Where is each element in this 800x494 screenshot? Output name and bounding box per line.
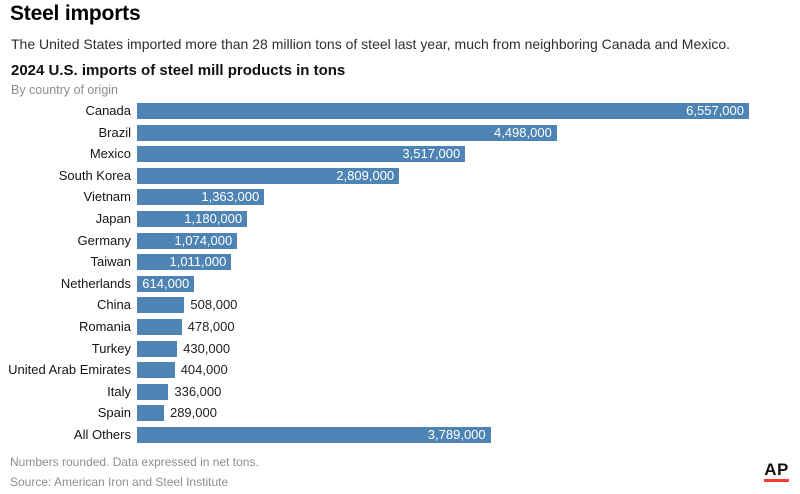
value-label: 6,557,000 bbox=[686, 103, 744, 118]
value-label: 4,498,000 bbox=[493, 124, 552, 140]
category-label: Romania bbox=[78, 318, 131, 334]
bar-area: 430,000 bbox=[137, 340, 800, 357]
chart-row: Turkey 430,000 bbox=[0, 340, 800, 357]
bar-area: 1,011,000 bbox=[137, 254, 800, 271]
chart-subtitle: By country of origin bbox=[11, 83, 118, 97]
bar-area: 1,180,000 bbox=[137, 210, 800, 227]
value-label: 3,789,000 bbox=[427, 426, 486, 442]
bar-area: 3,789,000 bbox=[137, 426, 800, 443]
chart-row: Taiwan 1,011,000 bbox=[0, 254, 800, 271]
chart-row: Romania 478,000 bbox=[0, 318, 800, 335]
chart-row: United Arab Emirates 404,000 bbox=[0, 362, 800, 379]
bar: 1,363,000 bbox=[137, 189, 265, 206]
bar-area: 4,498,000 bbox=[137, 124, 800, 141]
category-label: Turkey bbox=[91, 340, 131, 356]
category-label: Canada bbox=[85, 103, 131, 118]
category-label: Brazil bbox=[98, 124, 131, 140]
chart-row: Brazil 4,498,000 bbox=[0, 124, 800, 141]
bar-area: 614,000 bbox=[137, 275, 800, 292]
bar: 4,498,000 bbox=[137, 124, 557, 141]
bar: 3,517,000 bbox=[137, 146, 466, 163]
value-label: 1,180,000 bbox=[184, 210, 243, 226]
bar-area: 508,000 bbox=[137, 297, 800, 314]
category-label: Japan bbox=[95, 210, 131, 226]
bar-area: 6,557,000 bbox=[137, 103, 800, 119]
value-label: 430,000 bbox=[183, 340, 231, 356]
bar-area: 2,809,000 bbox=[137, 167, 800, 184]
chart-row: South Korea 2,809,000 bbox=[0, 167, 800, 184]
bar: 3,789,000 bbox=[137, 426, 491, 443]
bar: 1,074,000 bbox=[137, 232, 238, 249]
bar bbox=[137, 362, 175, 379]
chart-row: Netherlands 614,000 bbox=[0, 275, 800, 292]
bar: 1,011,000 bbox=[137, 254, 232, 271]
chart-row: Canada 6,557,000 bbox=[0, 103, 800, 119]
bar-area: 478,000 bbox=[137, 318, 800, 335]
bar: 2,809,000 bbox=[137, 167, 400, 184]
bar-chart: Canada 6,557,000 Brazil 4,498,000 Mexico 3,51… bbox=[0, 103, 800, 449]
footnote: Numbers rounded. Data expressed in net t… bbox=[10, 455, 259, 469]
ap-logo-text: AP bbox=[764, 460, 789, 479]
value-label: 508,000 bbox=[190, 297, 238, 313]
chart-row: All Others 3,789,000 bbox=[0, 426, 800, 443]
value-label: 3,517,000 bbox=[402, 146, 461, 162]
bar-area: 289,000 bbox=[137, 405, 800, 422]
value-label: 1,011,000 bbox=[169, 254, 227, 270]
chart-row: Germany 1,074,000 bbox=[0, 232, 800, 249]
bar-area: 404,000 bbox=[137, 362, 800, 379]
chart-title: 2024 U.S. imports of steel mill products… bbox=[11, 62, 346, 79]
value-label: 289,000 bbox=[169, 405, 217, 421]
bar-area: 1,074,000 bbox=[137, 232, 800, 249]
bar bbox=[137, 405, 164, 422]
chart-description: The United States imported more than 28 … bbox=[11, 36, 731, 52]
bar-area: 3,517,000 bbox=[137, 146, 800, 163]
value-label: 614,000 bbox=[142, 275, 190, 291]
ap-logo: AP bbox=[764, 461, 789, 482]
category-label: Taiwan bbox=[90, 254, 131, 270]
category-label: Netherlands bbox=[60, 275, 131, 291]
chart-row: Japan 1,180,000 bbox=[0, 210, 800, 227]
chart-row: China 508,000 bbox=[0, 297, 800, 314]
category-label: Vietnam bbox=[83, 189, 131, 205]
category-label: All Others bbox=[73, 426, 131, 442]
ap-logo-underline bbox=[764, 479, 789, 482]
bar bbox=[137, 340, 178, 357]
chart-row: Spain 289,000 bbox=[0, 405, 800, 422]
value-label: 478,000 bbox=[187, 318, 235, 334]
source-line: Source: American Iron and Steel Institut… bbox=[10, 475, 229, 489]
bar: 1,180,000 bbox=[137, 210, 248, 227]
value-label: 404,000 bbox=[180, 362, 228, 378]
chart-row: Mexico 3,517,000 bbox=[0, 146, 800, 163]
category-label: United Arab Emirates bbox=[8, 362, 131, 378]
value-label: 1,363,000 bbox=[201, 189, 260, 205]
category-label: China bbox=[97, 297, 131, 313]
bar: 6,557,000 bbox=[137, 103, 749, 119]
value-label: 2,809,000 bbox=[336, 167, 395, 183]
chart-row: Vietnam 1,363,000 bbox=[0, 189, 800, 206]
bar-area: 336,000 bbox=[137, 383, 800, 400]
bar: 614,000 bbox=[137, 275, 195, 292]
category-label: Mexico bbox=[89, 146, 131, 162]
value-label: 336,000 bbox=[174, 383, 222, 399]
bar-area: 1,363,000 bbox=[137, 189, 800, 206]
category-label: Italy bbox=[107, 383, 131, 399]
page-title: Steel imports bbox=[10, 2, 141, 25]
chart-row: Italy 336,000 bbox=[0, 383, 800, 400]
category-label: Germany bbox=[77, 232, 131, 248]
category-label: Spain bbox=[97, 405, 131, 421]
bar bbox=[137, 383, 169, 400]
value-label: 1,074,000 bbox=[174, 232, 233, 248]
category-label: South Korea bbox=[58, 167, 131, 183]
bar bbox=[137, 318, 182, 335]
bar bbox=[137, 297, 185, 314]
